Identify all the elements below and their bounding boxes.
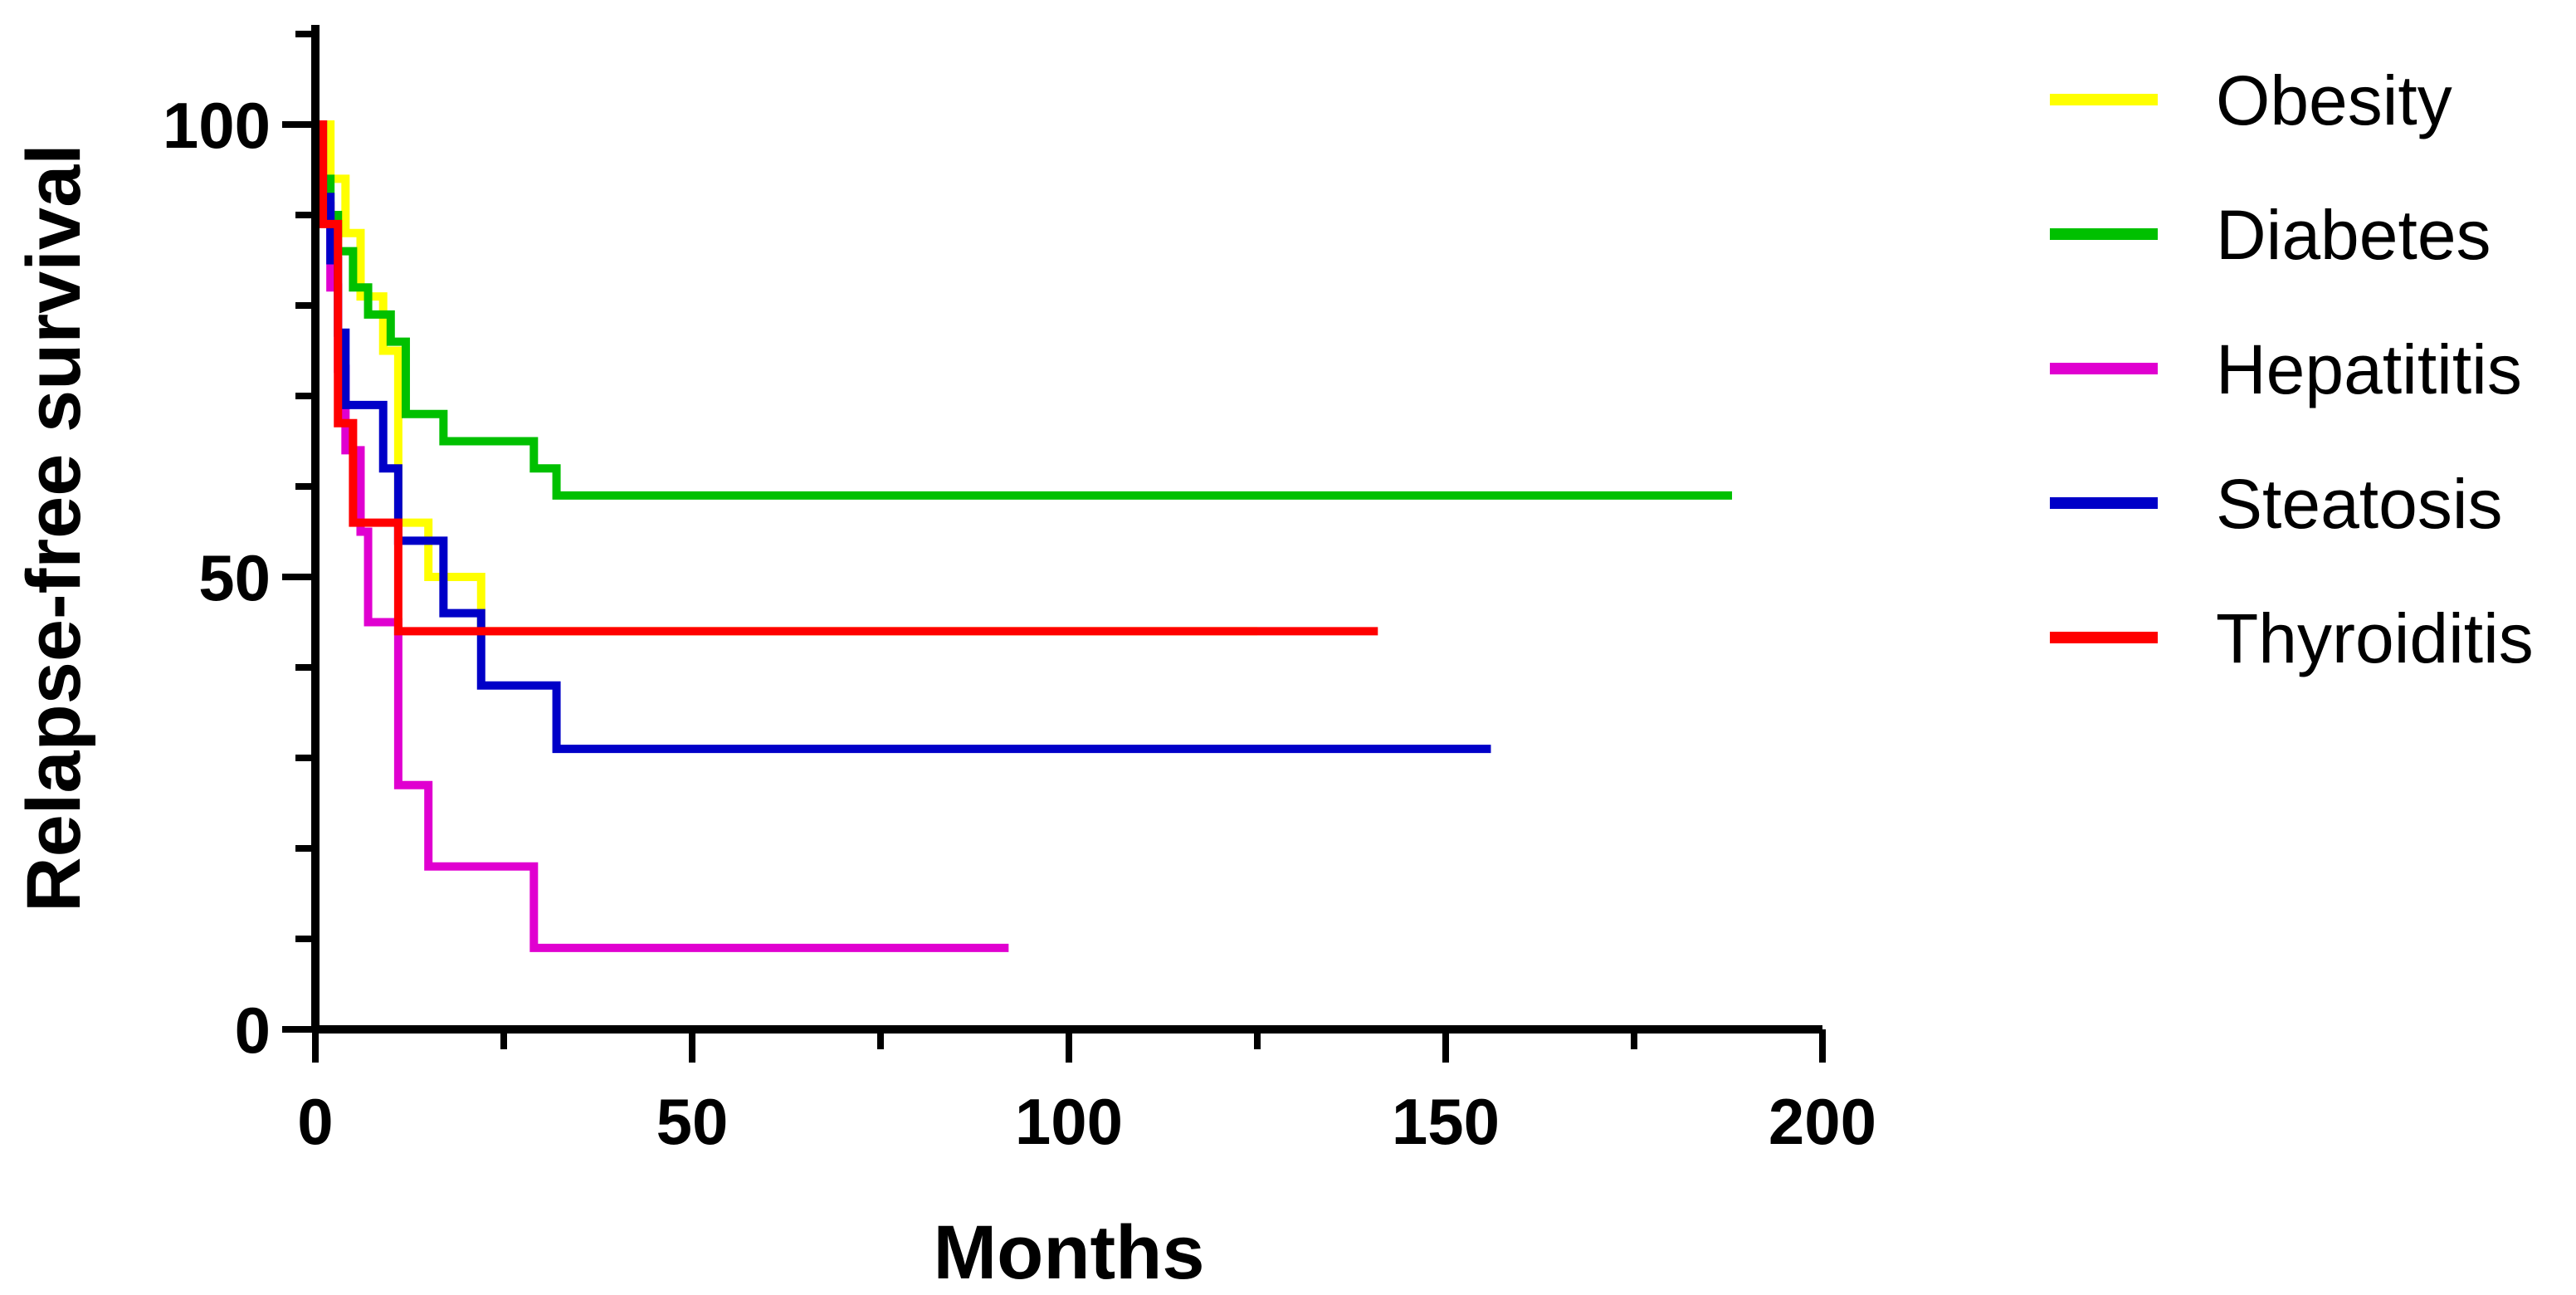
- series-line-diabetes: [315, 120, 1733, 500]
- y-axis-title: Relapse-free survival: [12, 144, 96, 912]
- y-ticks: 0 50 100: [163, 31, 315, 1067]
- series-line-hepatititis: [315, 120, 1009, 952]
- series-line-steatosis: [315, 120, 1491, 754]
- legend-label-steatosis: Steatosis: [2216, 465, 2503, 543]
- x-tick-label: 0: [297, 1085, 333, 1158]
- x-tick-label: 200: [1769, 1085, 1876, 1158]
- survival-curves: [315, 120, 1733, 952]
- series-line-thyroiditis: [315, 120, 1378, 636]
- legend-label-thyroiditis: Thyroiditis: [2216, 599, 2534, 677]
- x-axis-title: Months: [933, 1210, 1204, 1295]
- legend-label-hepatititis: Hepatititis: [2216, 330, 2522, 408]
- y-tick-label: 0: [235, 994, 271, 1067]
- series-line-obesity: [315, 120, 1257, 636]
- y-tick-label: 50: [198, 541, 271, 614]
- legend: Obesity Diabetes Hepatititis Steatosis Thyro…: [2050, 61, 2534, 677]
- legend-label-diabetes: Diabetes: [2216, 196, 2491, 274]
- legend-label-obesity: Obesity: [2216, 61, 2452, 139]
- x-tick-label: 150: [1392, 1085, 1500, 1158]
- x-tick-label: 100: [1015, 1085, 1123, 1158]
- x-ticks: 0 50 100 150 200: [297, 1029, 1876, 1158]
- x-tick-label: 50: [656, 1085, 729, 1158]
- axes: [311, 25, 1822, 1034]
- y-tick-label: 100: [163, 89, 271, 162]
